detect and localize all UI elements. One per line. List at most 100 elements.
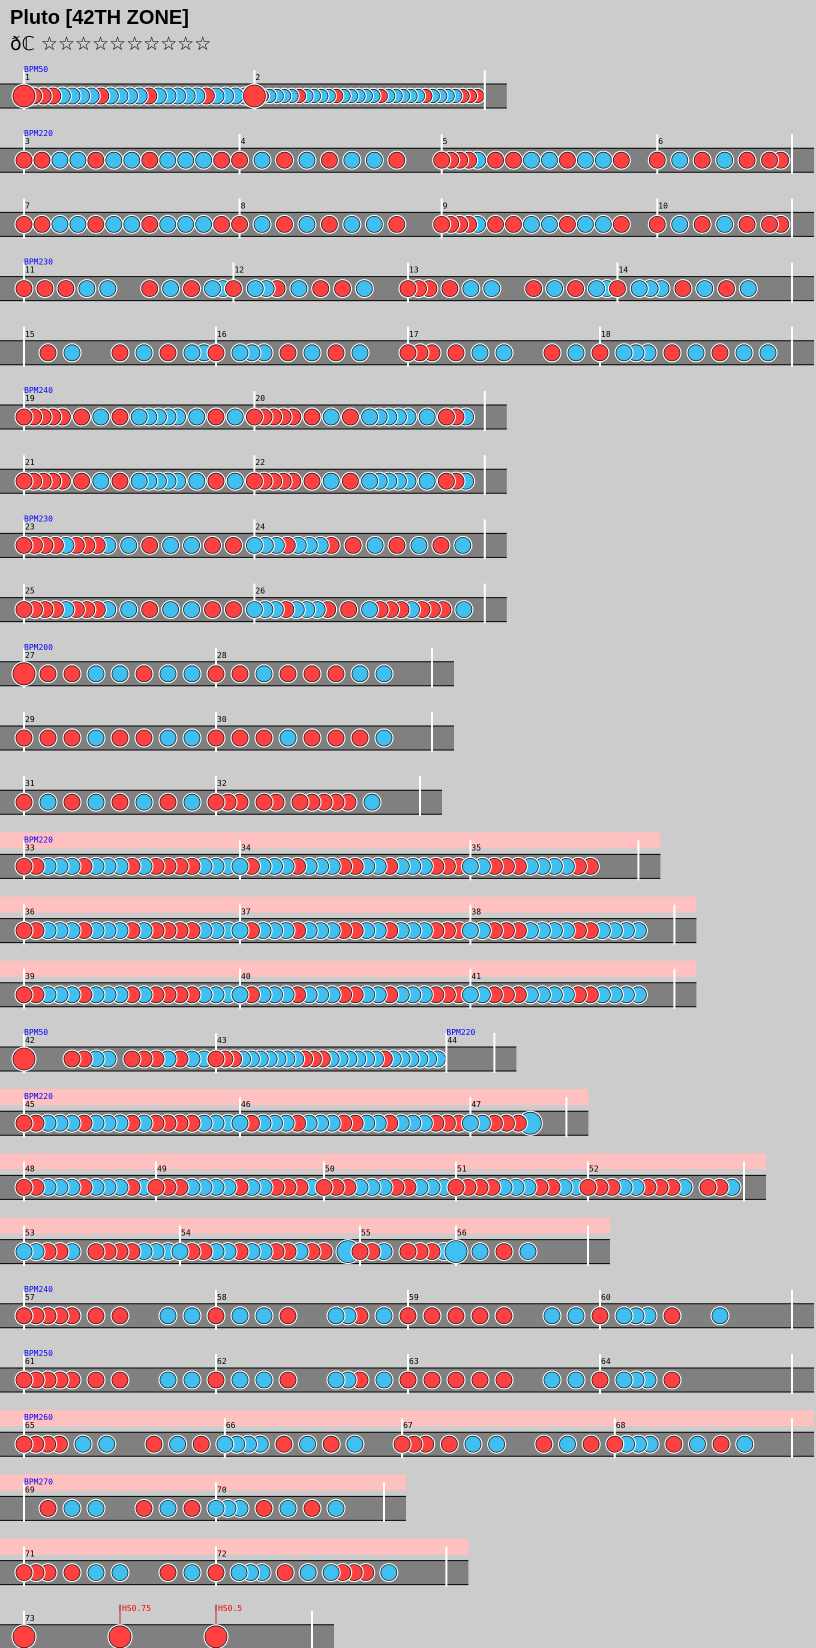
- bar-number: 61: [25, 1357, 35, 1366]
- bar-number: 9: [443, 201, 448, 210]
- ka-note: [87, 1500, 105, 1517]
- don-note: [15, 1307, 33, 1325]
- bar-number: 70: [217, 1485, 227, 1494]
- don-note: [123, 1050, 141, 1068]
- difficulty-stars: ☆☆☆☆☆☆☆☆☆☆: [40, 33, 212, 55]
- bpm-label: BPM260: [24, 1413, 53, 1422]
- don-note: [57, 280, 75, 298]
- bar-number: 16: [217, 330, 227, 339]
- bpm-label: BPM230: [24, 514, 53, 523]
- ka-note: [495, 344, 513, 362]
- don-note: [340, 601, 358, 618]
- ka-note: [87, 1564, 105, 1581]
- ka-note: [226, 472, 244, 490]
- don-note: [279, 665, 297, 683]
- don-note: [327, 729, 345, 747]
- ka-note: [711, 1307, 729, 1325]
- don-note: [63, 1050, 81, 1068]
- bar-number: 38: [471, 908, 481, 917]
- bpm-label: BPM240: [24, 1285, 53, 1294]
- ka-note: [195, 151, 213, 169]
- don-note: [276, 1564, 294, 1581]
- don-note: [15, 1179, 33, 1196]
- kiai-band: [0, 896, 697, 913]
- don-note: [231, 151, 248, 169]
- bpm-label: BPM220: [24, 1092, 53, 1101]
- big-don-note: [204, 1625, 228, 1648]
- ka-note: [361, 472, 379, 490]
- don-note: [303, 1500, 321, 1517]
- ka-note: [343, 215, 361, 233]
- don-note: [351, 729, 369, 747]
- big-don-note: [108, 1625, 132, 1648]
- ka-note: [577, 215, 594, 233]
- ka-note: [159, 151, 177, 169]
- bar-number: 17: [409, 330, 419, 339]
- ka-note: [183, 665, 201, 683]
- don-note: [399, 1243, 417, 1260]
- bar-number: 33: [25, 843, 35, 852]
- don-note: [525, 280, 543, 298]
- don-note: [207, 472, 225, 490]
- ka-note: [159, 1500, 177, 1517]
- bar-number: 14: [618, 266, 628, 275]
- bpm-label: BPM220: [446, 1028, 475, 1037]
- don-note: [225, 280, 242, 298]
- don-note: [87, 1307, 105, 1325]
- don-note: [393, 1435, 411, 1453]
- don-note: [255, 793, 273, 811]
- ka-note: [51, 215, 69, 233]
- don-note: [33, 151, 51, 169]
- bar-number: 55: [361, 1229, 371, 1238]
- don-note: [279, 1371, 297, 1389]
- note-lane: [0, 1624, 334, 1648]
- kiai-band: [0, 1153, 766, 1170]
- bar-number: 51: [457, 1164, 467, 1173]
- don-note: [582, 1435, 600, 1453]
- don-note: [612, 151, 630, 169]
- don-note: [87, 151, 105, 169]
- ka-note: [351, 665, 369, 683]
- ka-note: [567, 344, 585, 362]
- don-note: [711, 344, 729, 362]
- ka-note: [111, 1564, 129, 1581]
- bar-number: 4: [241, 137, 246, 146]
- ka-note: [255, 665, 273, 683]
- don-note: [303, 729, 321, 747]
- ka-note: [231, 922, 249, 939]
- don-note: [225, 601, 242, 618]
- bar-number: 20: [255, 394, 265, 403]
- ka-note: [739, 280, 757, 298]
- bar-number: 5: [443, 137, 448, 146]
- ka-note: [299, 1435, 316, 1453]
- ka-note: [327, 1500, 345, 1517]
- don-note: [111, 408, 129, 426]
- don-note: [207, 344, 225, 362]
- ka-note: [162, 601, 180, 618]
- ka-note: [231, 1307, 249, 1325]
- don-note: [738, 215, 756, 233]
- ka-note: [63, 1500, 81, 1517]
- don-note: [231, 215, 248, 233]
- ka-note: [253, 215, 271, 233]
- don-note: [15, 793, 33, 811]
- don-note: [738, 151, 756, 169]
- ka-note: [78, 280, 96, 298]
- don-note: [145, 1435, 163, 1453]
- ka-note: [418, 472, 436, 490]
- big-don-note: [242, 84, 266, 108]
- ka-note: [361, 408, 379, 426]
- ka-note: [363, 793, 381, 811]
- bar-number: 18: [601, 330, 611, 339]
- ka-note: [216, 1435, 234, 1453]
- don-note: [609, 280, 626, 298]
- don-note: [437, 408, 455, 426]
- ka-note: [366, 537, 384, 554]
- ka-note: [462, 280, 480, 298]
- bar-number: 53: [25, 1229, 35, 1238]
- bpm-label: BPM220: [24, 835, 53, 844]
- bar-number: 50: [325, 1164, 335, 1173]
- ka-note: [245, 601, 263, 618]
- ka-note: [567, 1307, 585, 1325]
